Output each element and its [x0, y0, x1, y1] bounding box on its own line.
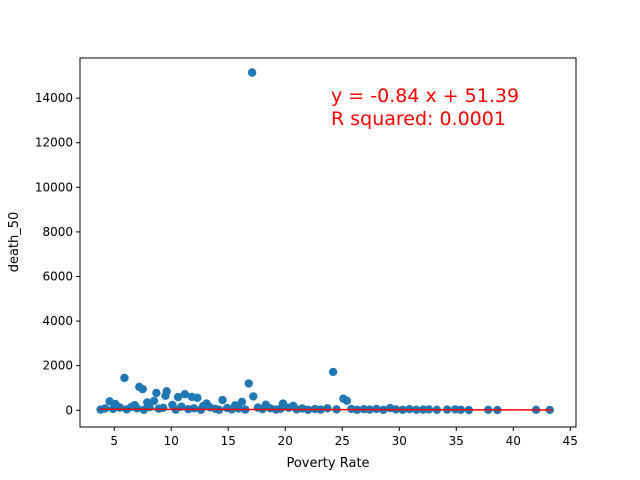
y-tick-label: 4000 [42, 314, 73, 328]
x-tick-label: 25 [335, 434, 350, 448]
data-point [244, 379, 253, 388]
data-point [193, 393, 202, 402]
data-point [161, 391, 170, 400]
data-point [328, 367, 338, 377]
y-tick-label: 6000 [42, 270, 73, 284]
y-tick-label: 8000 [42, 225, 73, 239]
x-tick-label: 35 [449, 434, 464, 448]
data-point [159, 403, 168, 413]
data-point [237, 397, 247, 407]
data-point [173, 392, 183, 402]
y-tick-label: 12000 [35, 136, 73, 150]
x-tick-label: 5 [110, 434, 118, 448]
x-tick-label: 45 [563, 434, 578, 448]
y-tick-label: 2000 [42, 359, 73, 373]
x-tick-label: 20 [278, 434, 293, 448]
data-point [189, 404, 199, 413]
y-tick-label: 0 [65, 403, 73, 417]
y-axis-ticks: 0 2000 4000 6000 8000 10000 12000 14000 [35, 91, 80, 417]
x-axis-label: Poverty Rate [286, 456, 369, 471]
data-point [323, 404, 332, 413]
data-point [180, 390, 190, 399]
x-tick-label: 10 [164, 434, 179, 448]
data-point [234, 404, 243, 413]
data-point [218, 395, 227, 405]
regression-layer [99, 408, 553, 411]
data-point [342, 396, 352, 405]
data-point [120, 373, 129, 383]
data-point [152, 388, 161, 398]
data-point [284, 403, 293, 413]
data-point [276, 404, 285, 413]
y-tick-label: 10000 [35, 180, 73, 194]
data-point [132, 404, 142, 413]
r-squared-annotation: R squared: 0.0001 [331, 108, 506, 130]
plot-frame [79, 57, 577, 428]
data-point [247, 68, 257, 77]
x-tick-label: 30 [392, 434, 407, 448]
data-point [249, 392, 258, 401]
y-tick-label: 14000 [35, 91, 73, 105]
data-point [138, 384, 147, 394]
x-tick-label: 40 [506, 434, 521, 448]
data-point [149, 396, 159, 406]
x-tick-label: 15 [221, 434, 236, 448]
x-axis-ticks: 5 10 15 20 25 30 35 40 45 [110, 427, 578, 448]
regression-line [99, 408, 553, 411]
plot-area [80, 58, 576, 427]
data-point [145, 402, 154, 412]
y-axis-label: death_50 [7, 212, 22, 273]
equation-annotation: y = -0.84 x + 51.39 [331, 85, 519, 107]
